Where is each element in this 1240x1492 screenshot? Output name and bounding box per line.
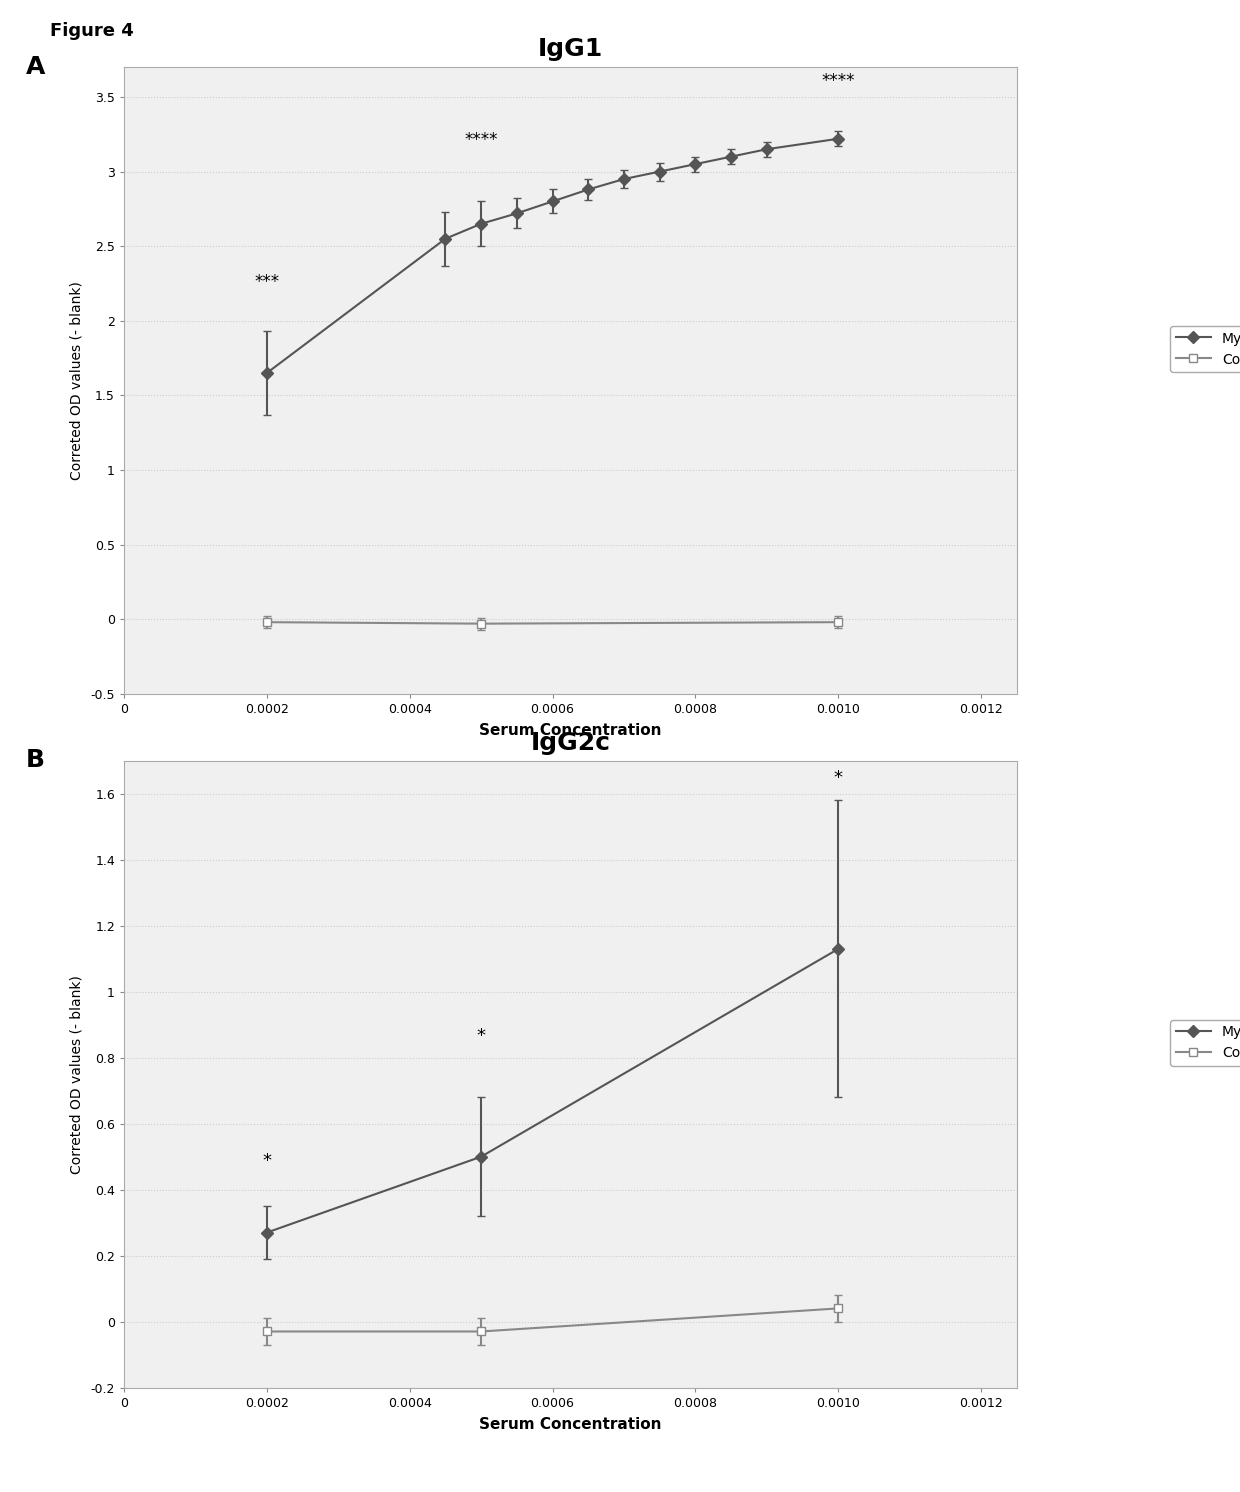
X-axis label: Serum Concentration: Serum Concentration [479, 722, 662, 737]
Title: IgG2c: IgG2c [531, 731, 610, 755]
Legend: Myosin, Control: Myosin, Control [1171, 1021, 1240, 1065]
Text: *: * [263, 1152, 272, 1170]
X-axis label: Serum Concentration: Serum Concentration [479, 1416, 662, 1431]
Text: *: * [833, 770, 843, 788]
Title: IgG1: IgG1 [538, 37, 603, 61]
Text: ****: **** [821, 72, 856, 90]
Text: B: B [26, 749, 45, 773]
Y-axis label: Correted OD values (- blank): Correted OD values (- blank) [69, 974, 83, 1174]
Text: A: A [26, 55, 45, 79]
Y-axis label: Correted OD values (- blank): Correted OD values (- blank) [69, 280, 83, 480]
Legend: Myosin, Control: Myosin, Control [1171, 327, 1240, 372]
Text: Figure 4: Figure 4 [50, 22, 134, 40]
Text: ***: *** [254, 273, 279, 291]
Text: ****: **** [464, 131, 498, 149]
Text: *: * [476, 1026, 486, 1044]
